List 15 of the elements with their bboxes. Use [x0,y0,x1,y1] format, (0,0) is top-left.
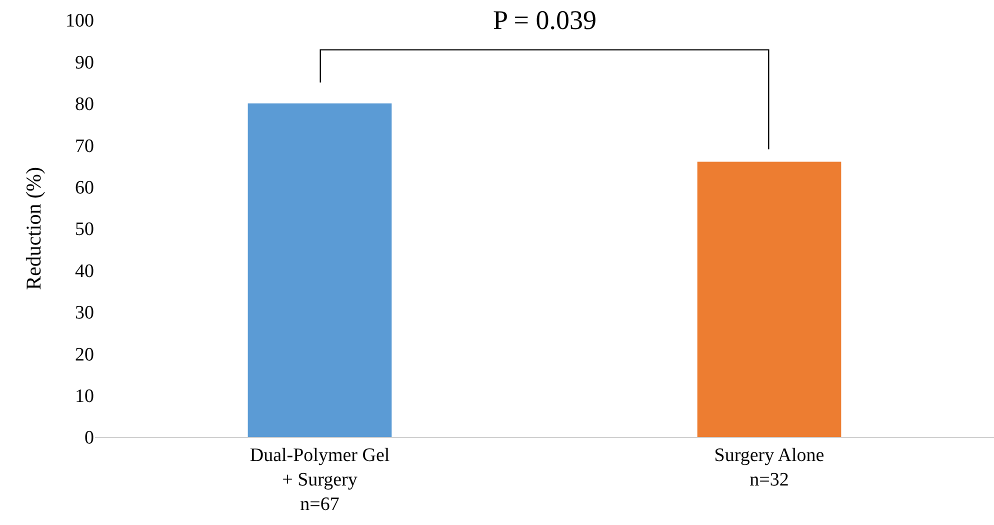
y-tick-label: 40 [75,260,94,282]
x-tick-label: Surgery Alone n=32 [714,444,824,490]
y-tick-label: 80 [75,94,94,116]
x-tick-label: Dual-Polymer Gel + Surgery n=67 [250,444,390,516]
y-axis-title: Reduction (%) [22,166,46,290]
y-tick-label: 50 [75,219,94,240]
y-tick-label: 90 [75,52,94,74]
y-tick-label: 30 [75,302,94,324]
y-tick-label: 100 [66,10,94,32]
y-tick-label: 60 [75,177,94,198]
y-tick-label: 20 [75,344,94,366]
y-tick-label: 70 [75,136,94,157]
y-tick-label: 0 [84,428,94,449]
annotation: P = 0.039 [493,5,596,35]
y-tick-label: 10 [75,386,94,407]
